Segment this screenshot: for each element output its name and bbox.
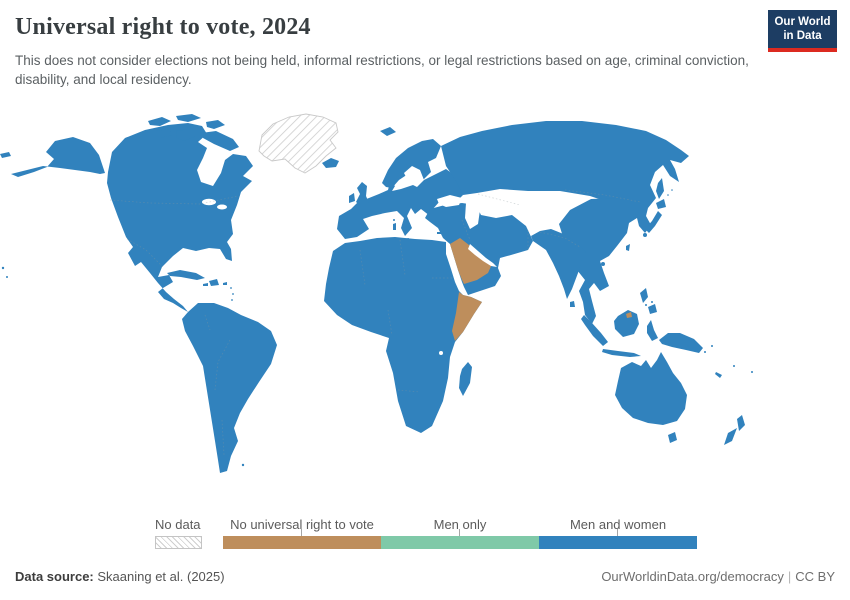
legend-swatch-men-only[interactable] bbox=[381, 536, 539, 549]
region-middle-east[interactable] bbox=[425, 203, 533, 295]
region-taiwan[interactable] bbox=[626, 244, 630, 251]
region-australia[interactable] bbox=[615, 352, 687, 425]
legend-tick bbox=[617, 529, 618, 536]
region-madagascar[interactable] bbox=[459, 362, 472, 396]
region-scandinavia[interactable] bbox=[382, 139, 441, 188]
region-java[interactable] bbox=[602, 349, 641, 357]
page-title: Universal right to vote, 2024 bbox=[15, 14, 311, 40]
data-source-value: Skaaning et al. (2025) bbox=[97, 569, 225, 584]
region-sakhalin[interactable] bbox=[656, 178, 664, 199]
legend-tick bbox=[459, 529, 460, 536]
region-philippines[interactable] bbox=[640, 288, 657, 314]
region-europe[interactable] bbox=[337, 169, 463, 239]
region-pacific-islands[interactable] bbox=[715, 372, 722, 378]
legend-label-men-and-women: Men and women bbox=[569, 517, 667, 532]
legend-no-data-label: No data bbox=[155, 517, 201, 532]
inland-seas bbox=[202, 166, 497, 355]
region-sumatra[interactable] bbox=[581, 315, 608, 346]
region-map-edge-fragments bbox=[0, 152, 11, 158]
region-russia-siberia[interactable] bbox=[441, 121, 689, 208]
region-arctic-islands[interactable] bbox=[148, 114, 239, 151]
legend-swatch-men-and-women[interactable] bbox=[539, 536, 697, 549]
owid-logo[interactable]: Our World in Data bbox=[768, 10, 837, 52]
legend-swatch-no-right[interactable] bbox=[223, 536, 381, 549]
owid-logo-line2: in Data bbox=[783, 30, 822, 42]
chart-subtitle: This does not consider elections not bei… bbox=[15, 53, 749, 87]
country-borders bbox=[109, 189, 641, 456]
region-svalbard[interactable] bbox=[380, 127, 396, 136]
region-east-asia[interactable] bbox=[559, 198, 651, 324]
region-greenland[interactable] bbox=[258, 113, 339, 174]
data-source-label: Data source: bbox=[15, 569, 94, 584]
footer-license[interactable]: CC BY bbox=[795, 569, 835, 584]
legend-tick bbox=[301, 529, 302, 536]
region-saudi-arabia-uae[interactable] bbox=[450, 238, 492, 284]
region-borneo[interactable] bbox=[614, 310, 639, 337]
region-brunei[interactable] bbox=[626, 312, 632, 318]
region-south-america[interactable] bbox=[182, 303, 277, 473]
legend-label-no-right: No universal right to vote bbox=[230, 517, 374, 532]
region-new-zealand[interactable] bbox=[724, 415, 745, 445]
region-sri-lanka[interactable] bbox=[570, 301, 575, 307]
region-caribbean[interactable] bbox=[167, 270, 227, 286]
region-somalia[interactable] bbox=[452, 292, 482, 341]
region-india[interactable] bbox=[531, 229, 586, 299]
region-iceland[interactable] bbox=[322, 158, 339, 168]
region-tasmania[interactable] bbox=[668, 432, 677, 443]
legend-label-men-only: Men only bbox=[433, 517, 487, 532]
footer-separator: | bbox=[787, 569, 792, 584]
legend-no-data-swatch[interactable] bbox=[155, 536, 202, 549]
region-north-america[interactable] bbox=[107, 123, 253, 312]
region-new-guinea[interactable] bbox=[659, 333, 703, 353]
region-alaska[interactable] bbox=[11, 137, 105, 177]
owid-logo-line1: Our World bbox=[774, 15, 831, 28]
region-sulawesi[interactable] bbox=[647, 320, 658, 341]
region-japan[interactable] bbox=[645, 199, 666, 233]
region-ireland[interactable] bbox=[349, 193, 355, 203]
world-map[interactable] bbox=[0, 110, 850, 510]
footer-links: OurWorldinData.org/democracy | CC BY bbox=[601, 569, 835, 584]
region-united-kingdom[interactable] bbox=[356, 182, 369, 207]
data-source: Data source: Skaaning et al. (2025) bbox=[15, 569, 225, 584]
region-africa[interactable] bbox=[324, 237, 482, 433]
footer-url[interactable]: OurWorldinData.org/democracy bbox=[601, 569, 784, 584]
